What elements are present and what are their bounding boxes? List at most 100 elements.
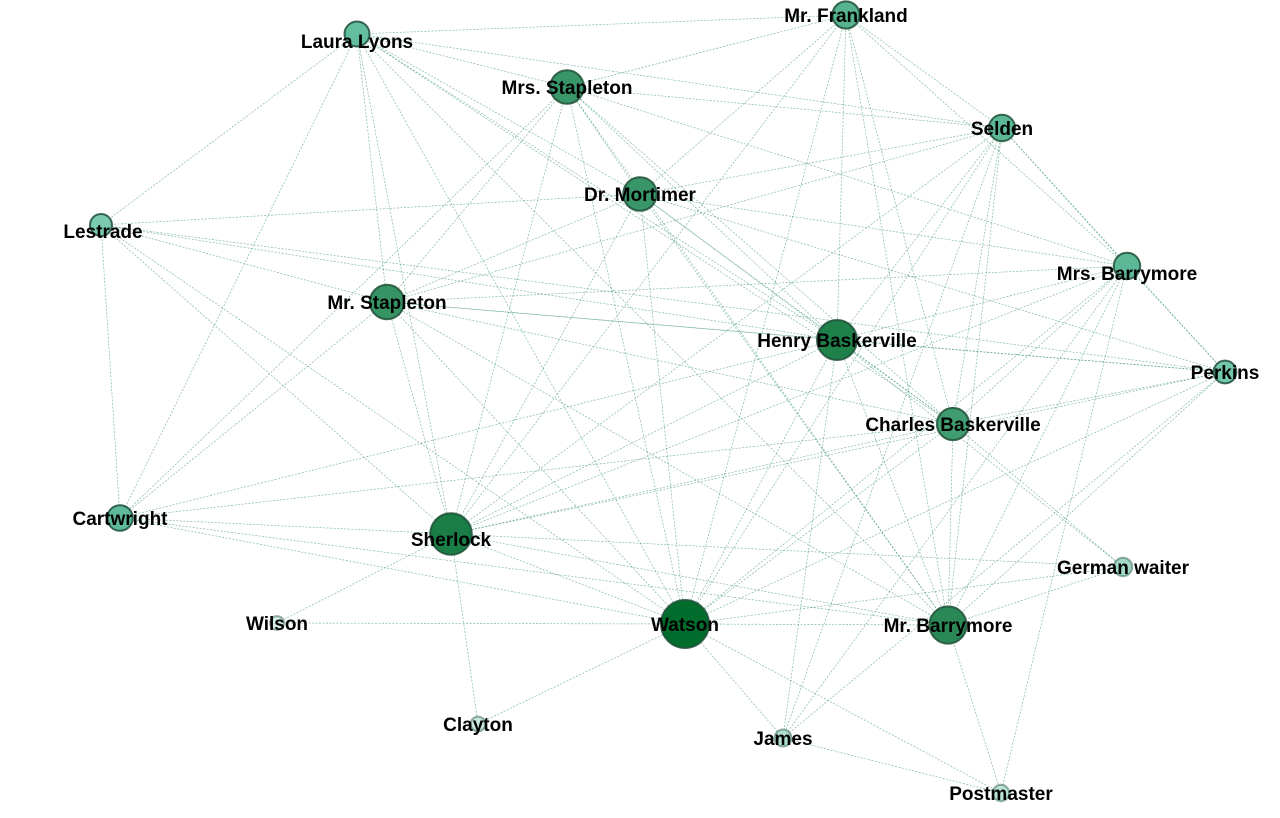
edge-sherlock-charles	[450, 423, 954, 535]
node-charles[interactable]	[935, 406, 971, 442]
edges-layer	[100, 14, 1226, 794]
edge-mr_barrymore-mrs_barrymore	[947, 265, 1128, 626]
node-dr-mortimer[interactable]	[622, 176, 658, 212]
edge-james-postmaster	[782, 737, 1002, 794]
edge-mrs_stapleton-mr_frankland	[566, 14, 847, 88]
node-label-wilson: Wilson	[246, 614, 308, 635]
edge-laura_lyons-lestrade	[100, 33, 358, 226]
edge-watson-lestrade	[100, 224, 686, 625]
edge-henry-lestrade	[100, 224, 838, 341]
edge-watson-cartwright	[119, 517, 686, 625]
edge-mr_stapleton-mrs_barrymore	[386, 265, 1128, 303]
edge-mrs_stapleton-cartwright	[119, 86, 568, 519]
node-postmaster[interactable]	[991, 783, 1011, 803]
node-german-waiter[interactable]	[1112, 556, 1134, 578]
node-label-mr-barrymore: Mr. Barrymore	[884, 616, 1013, 637]
edge-henry-mr_barrymore	[836, 339, 949, 626]
edge-sherlock-mrs_barrymore	[450, 265, 1128, 535]
edge-henry-james	[782, 339, 838, 739]
node-label-selden: Selden	[971, 119, 1033, 140]
edge-mr_stapleton-selden	[386, 127, 1003, 303]
edge-dr_mortimer-perkins	[639, 193, 1226, 373]
node-label-german-waiter: German waiter	[1057, 558, 1190, 579]
edge-sherlock-cartwright	[119, 517, 452, 535]
node-label-james: James	[753, 729, 812, 750]
edge-watson-perkins	[684, 371, 1226, 625]
node-label-mrs-barrymore: Mrs. Barrymore	[1057, 264, 1197, 285]
node-label-charles: Charles Baskerville	[865, 415, 1040, 436]
edge-mrs_barrymore-perkins	[1126, 265, 1226, 373]
edge-watson-postmaster	[684, 623, 1002, 794]
edge-mr_barrymore-cartwright	[119, 517, 949, 626]
edge-mr_frankland-selden	[845, 14, 1003, 129]
node-label-henry: Henry Baskerville	[757, 331, 917, 352]
node-perkins[interactable]	[1212, 359, 1238, 385]
edge-mr_barrymore-german_waiter	[947, 566, 1124, 626]
edge-laura_lyons-cartwright	[119, 33, 358, 519]
node-label-cartwright: Cartwright	[73, 509, 169, 530]
edge-sherlock-mr_barrymore	[450, 533, 949, 626]
node-mr-frankland[interactable]	[831, 0, 861, 30]
edge-mrs_stapleton-laura_lyons	[356, 33, 568, 88]
node-clayton[interactable]	[469, 715, 487, 733]
edge-sherlock-wilson	[276, 533, 452, 624]
edge-mr_stapleton-perkins	[386, 301, 1226, 373]
edge-mr_stapleton-charles	[386, 301, 954, 425]
edge-dr_mortimer-laura_lyons	[356, 33, 641, 195]
node-cartwright[interactable]	[106, 504, 134, 532]
edge-sherlock-clayton	[450, 533, 479, 725]
node-label-mrs-stapleton: Mrs. Stapleton	[502, 78, 633, 99]
node-laura-lyons[interactable]	[343, 20, 371, 48]
edge-watson-laura_lyons	[356, 33, 686, 625]
edge-charles-perkins	[952, 371, 1226, 425]
edge-charles-mrs_barrymore	[952, 265, 1128, 425]
edge-sherlock-perkins	[450, 371, 1226, 535]
edge-mrs_stapleton-charles	[566, 86, 954, 425]
edge-sherlock-german_waiter	[450, 533, 1124, 568]
edge-watson-german_waiter	[684, 566, 1124, 625]
edge-watson-mrs_barrymore	[684, 265, 1128, 625]
edge-dr_mortimer-mrs_barrymore	[639, 193, 1128, 267]
edge-henry-mr_frankland	[836, 14, 847, 341]
node-label-clayton: Clayton	[443, 715, 513, 736]
node-label-perkins: Perkins	[1191, 363, 1260, 384]
node-label-postmaster: Postmaster	[949, 784, 1053, 805]
edge-perkins-james	[782, 371, 1226, 739]
edge-mr_stapleton-cartwright	[119, 301, 388, 519]
node-label-dr-mortimer: Dr. Mortimer	[584, 185, 697, 206]
labels-layer: Watson Sherlock Henry Baskerville Mr. Barry…	[63, 6, 1259, 805]
node-mr-stapleton[interactable]	[368, 283, 406, 321]
node-lestrade[interactable]	[89, 213, 113, 237]
node-mrs-barrymore[interactable]	[1112, 251, 1142, 281]
edge-mr_stapleton-laura_lyons	[356, 33, 388, 303]
node-mr-barrymore[interactable]	[928, 605, 968, 645]
node-james[interactable]	[773, 728, 793, 748]
edge-dr_mortimer-selden	[639, 127, 1003, 195]
node-sherlock[interactable]	[429, 512, 473, 556]
edge-watson-selden	[684, 127, 1003, 625]
node-wilson[interactable]	[269, 615, 285, 631]
edge-henry-selden	[836, 127, 1003, 341]
node-henry[interactable]	[816, 319, 858, 361]
edge-henry-dr_mortimer	[639, 193, 838, 341]
edge-henry-mrs_stapleton	[566, 86, 838, 341]
node-label-mr-frankland: Mr. Frankland	[784, 6, 908, 27]
edge-watson-james	[684, 623, 784, 739]
node-label-lestrade: Lestrade	[63, 222, 142, 243]
edge-watson-mr_barrymore	[684, 623, 949, 626]
edge-mrs_stapleton-dr_mortimer	[566, 86, 641, 195]
edge-mrs_stapleton-selden	[566, 86, 1003, 129]
node-mrs-stapleton[interactable]	[549, 69, 585, 105]
node-selden[interactable]	[987, 113, 1017, 143]
edge-selden-perkins	[1001, 127, 1226, 373]
edge-sherlock-mr_stapleton	[386, 301, 452, 535]
node-watson[interactable]	[660, 599, 710, 649]
edge-dr_mortimer-charles	[639, 193, 954, 425]
edge-selden-james	[782, 127, 1003, 739]
edge-dr_mortimer-lestrade	[100, 193, 641, 226]
edge-watson-wilson	[276, 622, 686, 625]
edge-sherlock-mr_frankland	[450, 14, 847, 535]
edge-mr_barrymore-dr_mortimer	[639, 193, 949, 626]
edge-sherlock-lestrade	[100, 224, 452, 535]
